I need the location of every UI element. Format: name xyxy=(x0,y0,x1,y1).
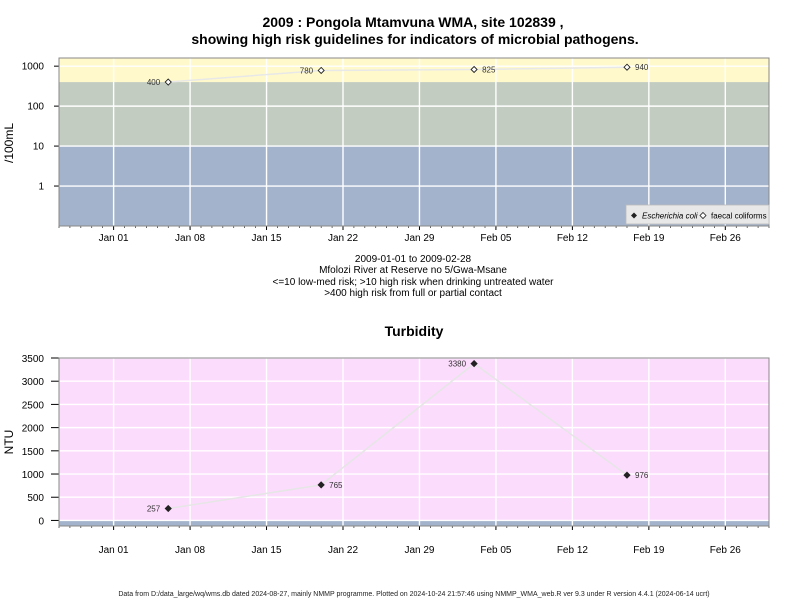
top-x-tick-label: Feb 12 xyxy=(557,233,589,244)
top-x-tick-label: Jan 08 xyxy=(175,233,205,244)
bottom-x-axis: Jan 01 Jan 08 Jan 15 Jan 22 Jan 29 Feb 05 Feb … xyxy=(58,526,770,556)
faecal-coliforms-data-label: 940 xyxy=(635,63,649,72)
bottom-x-tick-label: Feb 12 xyxy=(557,545,589,556)
footer-note: Data from D:/data_large/wq/wms.db dated … xyxy=(118,591,709,598)
top-plot-frame xyxy=(58,57,770,227)
turbidity-baseline-band xyxy=(59,520,769,526)
turbidity-data-label: 765 xyxy=(329,481,343,490)
bottom-background xyxy=(59,358,769,526)
faecal-coliforms-data-label: 780 xyxy=(300,66,314,75)
faecal-coliforms-line xyxy=(168,66,628,83)
turbidity-data-label: 257 xyxy=(147,505,161,514)
faecal-coliforms-point xyxy=(164,78,172,86)
bottom-y-tick-label: 500 xyxy=(27,493,44,504)
faecal-coliforms-point xyxy=(470,65,478,74)
turbidity-point xyxy=(317,481,325,489)
turbidity-point xyxy=(470,359,478,368)
bottom-y-tick-label: 3000 xyxy=(22,377,45,388)
top-x-axis: Jan 01 Jan 08 Jan 15 Jan 22 Jan 29 Feb 05 Feb … xyxy=(58,226,770,244)
bottom-plot-frame xyxy=(58,357,770,527)
faecal-coliforms-point xyxy=(623,63,631,71)
legend-label-faecal: faecal coliforms xyxy=(711,212,767,221)
note-site-name: Mfolozi River at Reserve no 5/Gwa-Msane xyxy=(319,265,507,276)
note-risk-contact: >400 high risk from full or partial cont… xyxy=(324,288,502,299)
bottom-y-tick-label: 0 xyxy=(38,516,44,527)
turbidity-title: Turbidity xyxy=(385,323,444,339)
bottom-x-tick-label: Feb 05 xyxy=(480,545,512,556)
note-date-range: 2009-01-01 to 2009-02-28 xyxy=(355,254,472,265)
bottom-x-tick-label: Jan 01 xyxy=(99,545,129,556)
note-risk-drinking: <=10 low-med risk; >10 high risk when dr… xyxy=(273,277,555,288)
faecal-coliforms-point xyxy=(317,66,325,75)
legend-marker-faecal xyxy=(699,211,707,220)
bottom-x-tick-label: Jan 08 xyxy=(175,545,205,556)
turbidity-point xyxy=(164,504,172,513)
turbidity-point xyxy=(623,471,631,479)
bottom-y-tick-label: 2000 xyxy=(22,424,45,435)
top-x-tick-label: Jan 29 xyxy=(404,233,434,244)
top-y-tick-label: 1 xyxy=(38,182,44,193)
bottom-x-tick-label: Jan 15 xyxy=(252,545,282,556)
risk-band-1 xyxy=(59,82,769,147)
top-series: 400 780 825 940 xyxy=(147,63,649,87)
bottom-y-tick-label: 3500 xyxy=(22,354,45,365)
top-y-tick-label: 100 xyxy=(27,102,44,113)
top-y-tick-label: 10 xyxy=(33,142,45,153)
top-x-tick-label: Feb 26 xyxy=(710,233,742,244)
bottom-y-axis-label: NTU xyxy=(2,430,16,455)
top-gridlines xyxy=(59,58,769,226)
top-x-tick-label: Jan 01 xyxy=(99,233,129,244)
bottom-series: 257 765 3380 976 xyxy=(147,360,649,514)
bottom-y-axis: 0 500 1000 1500 2000 2500 3000 3500 xyxy=(22,354,59,527)
top-x-tick-label: Jan 15 xyxy=(252,233,282,244)
bottom-y-tick-label: 1500 xyxy=(22,447,45,458)
bottom-y-tick-label: 1000 xyxy=(22,470,45,481)
top-y-tick-label: 1000 xyxy=(22,62,45,73)
top-risk-bands xyxy=(59,58,769,226)
top-x-tick-label: Feb 19 xyxy=(633,233,665,244)
legend-label-ecoli: Escherichia coli xyxy=(642,212,698,221)
legend-marker-ecoli xyxy=(631,212,637,219)
chart-title-line1: 2009 : Pongola Mtamvuna WMA, site 102839… xyxy=(262,14,563,30)
top-y-axis: 1 10 100 1000 xyxy=(22,62,59,193)
faecal-coliforms-data-label: 825 xyxy=(482,65,496,74)
legend-box xyxy=(625,204,770,225)
top-y-axis-label: /100mL xyxy=(2,123,16,163)
top-x-tick-label: Feb 05 xyxy=(480,233,512,244)
bottom-x-tick-label: Feb 19 xyxy=(633,545,665,556)
legend: Escherichia coli faecal coliforms xyxy=(625,204,770,225)
turbidity-data-label: 976 xyxy=(635,471,649,480)
bottom-y-tick-label: 2500 xyxy=(22,400,45,411)
bottom-x-tick-label: Jan 22 xyxy=(328,545,358,556)
turbidity-data-label: 3380 xyxy=(448,360,466,369)
bottom-x-tick-label: Feb 26 xyxy=(710,545,742,556)
faecal-coliforms-data-label: 400 xyxy=(147,78,161,87)
bottom-gridlines xyxy=(59,357,769,526)
chart-title-line2: showing high risk guidelines for indicat… xyxy=(191,31,638,47)
top-x-tick-label: Jan 22 xyxy=(328,233,358,244)
turbidity-background xyxy=(59,358,769,526)
turbidity-line xyxy=(168,362,628,510)
bottom-x-tick-label: Jan 29 xyxy=(404,545,434,556)
